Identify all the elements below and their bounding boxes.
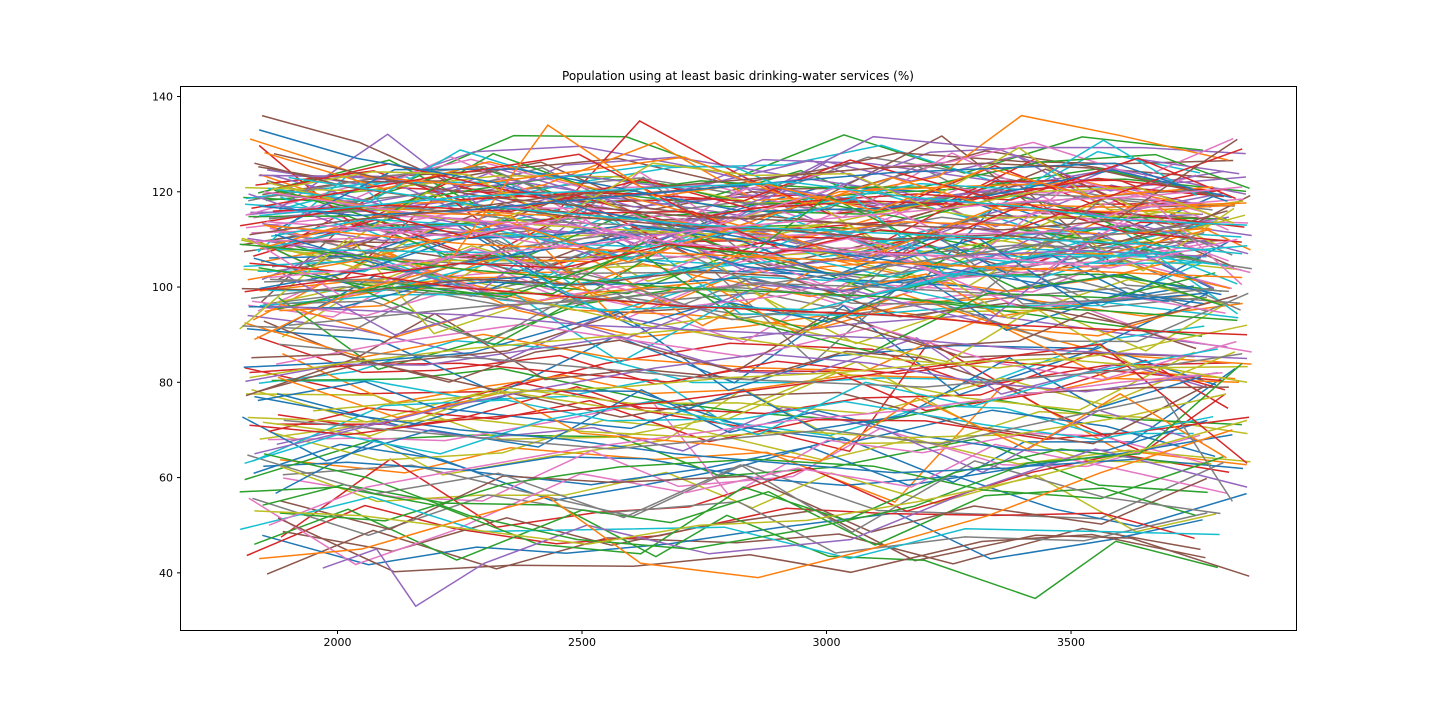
series-line	[244, 316, 1240, 383]
series-line	[239, 243, 1238, 322]
series-line	[279, 258, 1231, 327]
y-axis: 40 60 80 100 120 140	[152, 91, 181, 580]
series-line	[253, 257, 1194, 309]
series-line	[268, 399, 1250, 443]
series-line	[254, 419, 1248, 546]
series-line	[262, 351, 1195, 437]
series-line	[259, 162, 1228, 217]
series-line	[259, 223, 1222, 296]
series-line	[262, 483, 1218, 600]
x-tick-label: 3000	[813, 636, 841, 649]
series-line	[280, 475, 1208, 533]
series-line	[259, 181, 1248, 226]
series-line	[251, 311, 1197, 383]
series-line	[249, 324, 1248, 379]
series-layer	[239, 114, 1252, 608]
series-line	[249, 162, 1218, 236]
series-line	[276, 244, 1248, 312]
series-line	[248, 251, 1232, 344]
series-line	[277, 376, 1227, 463]
series-line	[254, 487, 1196, 561]
series-line	[247, 202, 1247, 281]
plot-frame	[180, 86, 1297, 631]
series-line	[241, 270, 1238, 326]
series-line	[267, 139, 1198, 204]
series-line	[251, 153, 1236, 219]
series-line	[249, 138, 1236, 213]
series-line	[244, 342, 1232, 395]
series-line	[244, 148, 1243, 293]
series-line	[266, 527, 1201, 575]
series-line	[244, 434, 1208, 494]
series-line	[240, 496, 1220, 560]
series-line	[243, 292, 1209, 392]
series-line	[270, 419, 1251, 465]
series-line	[247, 188, 1225, 294]
series-line	[248, 211, 1200, 279]
x-tick-label: 3500	[1057, 636, 1085, 649]
series-line	[262, 512, 1203, 566]
series-line	[269, 199, 1233, 294]
series-line	[251, 351, 1236, 423]
x-axis: 2000 2500 3000 3500	[323, 630, 1085, 649]
series-line	[277, 517, 1206, 574]
series-line	[257, 361, 1207, 445]
series-line	[249, 238, 1226, 314]
x-tick-label: 2500	[568, 636, 596, 649]
series-line	[268, 305, 1248, 360]
y-tick-label: 140	[152, 91, 173, 104]
series-line	[272, 178, 1245, 228]
series-line	[273, 138, 1238, 231]
series-line	[246, 504, 1195, 557]
series-line	[282, 231, 1215, 340]
series-line	[259, 429, 1233, 579]
series-line	[255, 200, 1243, 286]
series-line	[282, 509, 1250, 577]
series-line	[242, 388, 1208, 462]
series-line	[278, 343, 1243, 388]
series-line	[245, 335, 1207, 395]
y-tick-label: 100	[152, 281, 173, 294]
series-line	[279, 455, 1225, 522]
series-line	[248, 193, 1207, 259]
series-line	[267, 181, 1218, 257]
y-tick-label: 40	[159, 567, 173, 580]
series-line	[261, 114, 1234, 199]
series-line	[261, 217, 1249, 281]
y-tick-label: 120	[152, 186, 173, 199]
series-line	[247, 454, 1221, 534]
series-line	[248, 443, 1228, 566]
series-line	[312, 357, 1248, 412]
series-line	[268, 186, 1243, 279]
series-line	[322, 448, 1248, 608]
series-line	[239, 448, 1179, 555]
series-line	[244, 348, 1218, 465]
series-line	[243, 207, 1235, 276]
series-line	[258, 195, 1223, 307]
series-line	[276, 168, 1232, 231]
x-tick-label: 2000	[323, 636, 351, 649]
series-line	[288, 224, 1194, 326]
series-line	[249, 262, 1248, 336]
series-line	[239, 202, 1242, 254]
series-line	[283, 395, 1234, 502]
series-line	[282, 461, 1224, 520]
series-line	[280, 465, 1217, 533]
series-line	[242, 229, 1214, 332]
series-line	[257, 356, 1202, 431]
y-tick-label: 60	[159, 472, 173, 485]
series-line	[263, 362, 1243, 550]
series-line	[268, 372, 1223, 526]
y-tick-label: 80	[159, 376, 173, 389]
series-line	[247, 313, 1228, 363]
series-line	[264, 224, 1243, 279]
series-line	[254, 352, 1218, 455]
chart-title: Population using at least basic drinking…	[562, 69, 914, 83]
series-line	[282, 353, 1236, 405]
series-line	[249, 343, 1248, 464]
